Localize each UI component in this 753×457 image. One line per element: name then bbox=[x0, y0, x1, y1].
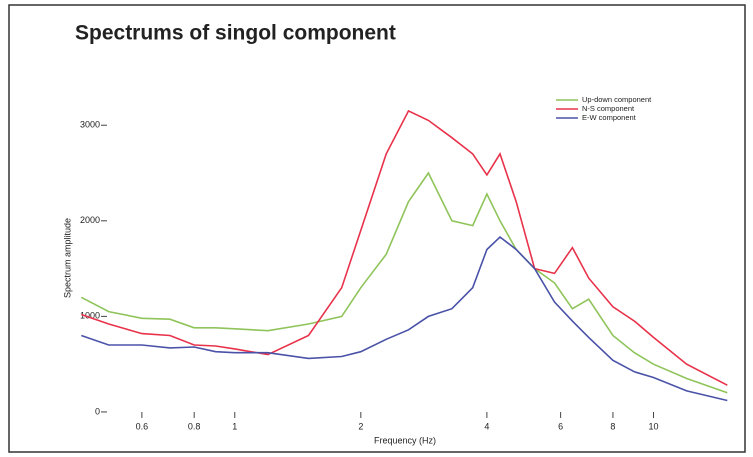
frame bbox=[8, 4, 746, 453]
y-axis-label: Spectrum amplitude bbox=[62, 218, 72, 298]
legend-label: N-S component bbox=[582, 104, 635, 113]
x-tick-label: 10 bbox=[649, 421, 659, 431]
x-tick-label: 0.6 bbox=[136, 421, 149, 431]
series-line bbox=[80, 171, 728, 394]
y-tick-label: 2000 bbox=[80, 215, 100, 225]
x-tick-label: 8 bbox=[610, 421, 615, 431]
x-tick-label: 4 bbox=[484, 421, 489, 431]
series-line bbox=[81, 109, 728, 386]
x-axis-label: Frequency (Hz) bbox=[374, 435, 436, 445]
x-tick-label: 2 bbox=[358, 421, 363, 431]
x-tick-label: 6 bbox=[558, 421, 563, 431]
series-line bbox=[81, 235, 728, 402]
y-tick-label: 1000 bbox=[80, 311, 100, 321]
legend-label: Up-down component bbox=[582, 95, 652, 104]
legend-label: E-W component bbox=[582, 113, 637, 122]
x-tick-label: 1 bbox=[232, 421, 237, 431]
y-tick-label: 3000 bbox=[80, 120, 100, 130]
x-tick-label: 0.8 bbox=[188, 421, 201, 431]
y-tick-label: 0 bbox=[95, 406, 100, 416]
chart-title: Spectrums of singol component bbox=[75, 22, 396, 45]
